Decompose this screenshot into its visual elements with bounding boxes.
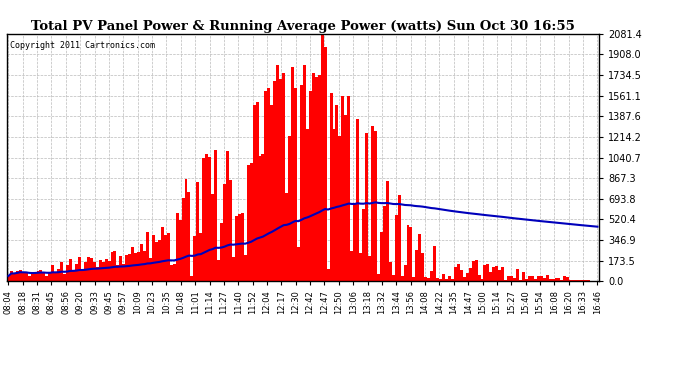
Text: Copyright 2011 Cartronics.com: Copyright 2011 Cartronics.com xyxy=(10,41,155,50)
Title: Total PV Panel Power & Running Average Power (watts) Sun Oct 30 16:55: Total PV Panel Power & Running Average P… xyxy=(31,20,575,33)
